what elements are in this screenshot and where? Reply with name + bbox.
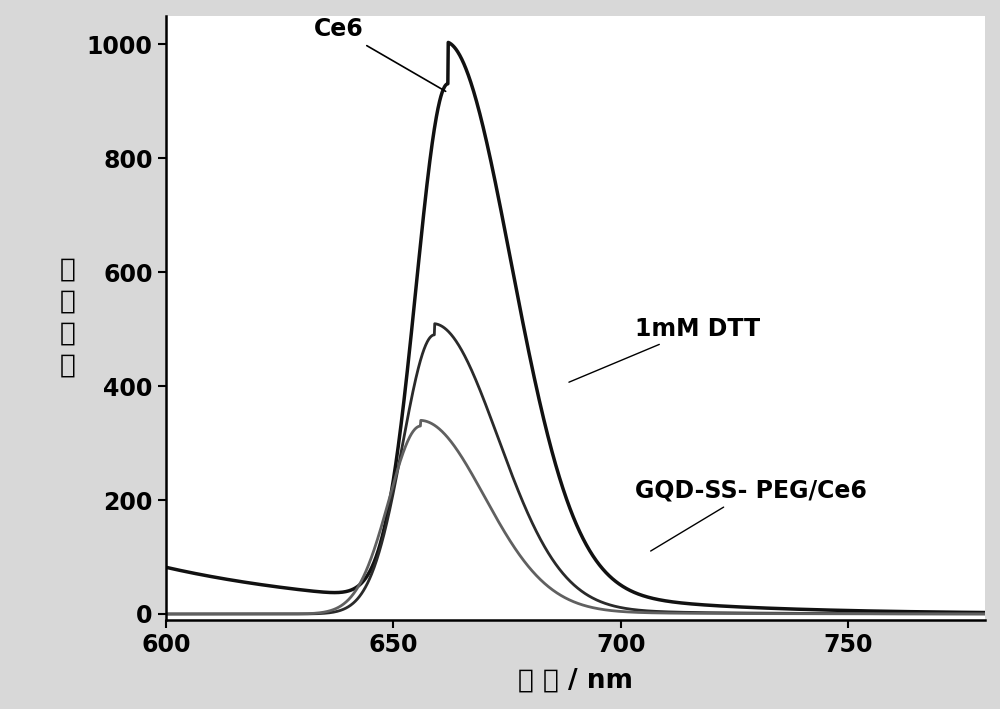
Text: 1mM DTT: 1mM DTT: [569, 316, 760, 382]
X-axis label: 波 数 / nm: 波 数 / nm: [518, 668, 633, 694]
Text: Ce6: Ce6: [314, 18, 446, 91]
Text: 药
光
强
度: 药 光 强 度: [60, 257, 76, 379]
Text: GQD-SS- PEG/Ce6: GQD-SS- PEG/Ce6: [635, 479, 866, 551]
